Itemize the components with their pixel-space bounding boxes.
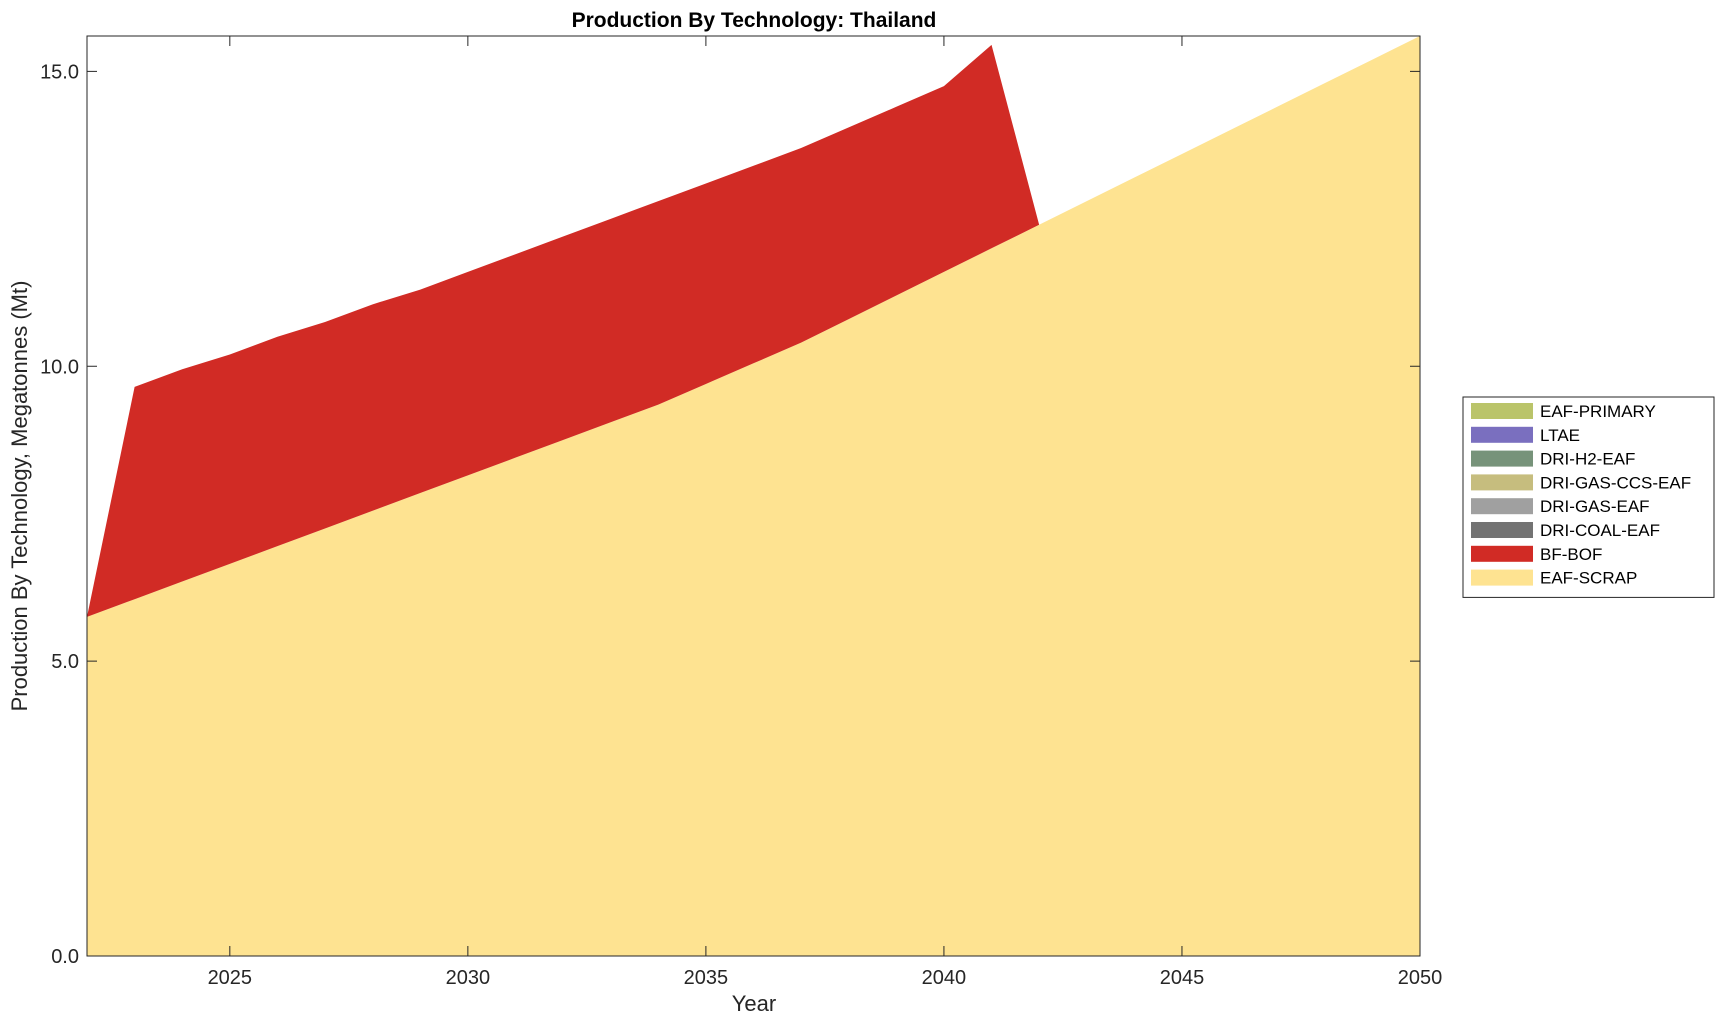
legend-label-eaf-primary: EAF-PRIMARY: [1540, 402, 1656, 421]
area-series-group: [87, 36, 1420, 956]
legend-swatch-eaf-scrap: [1471, 569, 1533, 586]
x-tick-label: 2045: [1160, 967, 1205, 989]
legend-swatch-dri-coal-eaf: [1471, 522, 1533, 538]
legend-label-ltae: LTAE: [1540, 426, 1580, 445]
y-tick-label: 10.0: [40, 356, 79, 378]
x-axis-label: Year: [732, 991, 776, 1016]
chart-title: Production By Technology: Thailand: [572, 9, 937, 32]
x-tick-label: 2030: [446, 967, 491, 989]
legend-label-dri-gas-eaf: DRI-GAS-EAF: [1540, 497, 1650, 516]
x-tick-label: 2050: [1398, 967, 1443, 989]
legend-swatch-dri-h2-eaf: [1471, 450, 1533, 467]
legend-label-eaf-scrap: EAF-SCRAP: [1540, 569, 1637, 588]
x-tick-label: 2025: [208, 967, 253, 989]
y-tick-label: 5.0: [51, 651, 79, 673]
legend-swatch-eaf-primary: [1471, 403, 1533, 419]
legend-swatch-dri-gas-eaf: [1471, 498, 1533, 515]
x-tick-label: 2035: [684, 967, 729, 989]
legend-label-dri-h2-eaf: DRI-H2-EAF: [1540, 450, 1635, 469]
axis-ticks: 2025 2030 2035 2040 2045 2050 0.0 5.0 10.0 15.0: [40, 36, 1442, 989]
y-tick-label: 15.0: [40, 61, 79, 83]
area-eaf-scrap: [87, 36, 1420, 956]
legend-label-dri-gas-ccs-eaf: DRI-GAS-CCS-EAF: [1540, 473, 1691, 492]
legend-label-dri-coal-eaf: DRI-COAL-EAF: [1540, 521, 1660, 540]
legend-swatch-ltae: [1471, 426, 1533, 443]
y-tick-label: 0.0: [51, 946, 79, 968]
area-bf-bof: [87, 36, 1420, 617]
legend-label-bf-bof: BF-BOF: [1540, 545, 1602, 564]
plot-frame: [86, 35, 1421, 957]
legend-swatch-bf-bof: [1471, 545, 1533, 562]
y-axis-label: Production By Technology, Megatonnes (Mt…: [7, 281, 32, 712]
legend: EAF-PRIMARY LTAE DRI-H2-EAF DRI-GAS-CCS-EAF…: [1462, 396, 1715, 598]
x-tick-label: 2040: [922, 967, 967, 989]
legend-swatch-dri-gas-ccs-eaf: [1471, 474, 1533, 491]
